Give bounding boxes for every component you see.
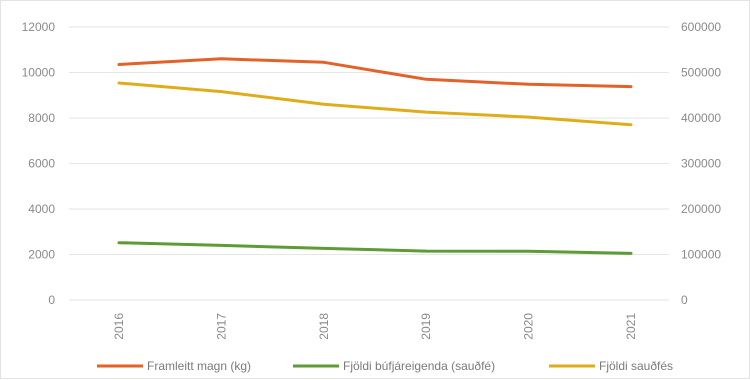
legend-label: Framleitt magn (kg) <box>147 359 251 373</box>
x-tick-label: 2016 <box>112 313 126 340</box>
series-line-3 <box>117 81 633 127</box>
x-tick-label: 2020 <box>522 313 536 340</box>
left-y-tick-label: 0 <box>48 293 55 307</box>
left-y-tick-label: 8000 <box>28 111 55 125</box>
right-y-axis-labels: 0 100000 200000 300000 400000 500000 600000 <box>681 20 721 307</box>
left-y-tick-label: 10000 <box>22 66 56 80</box>
right-y-tick-label: 100000 <box>681 248 721 262</box>
gridlines <box>69 26 669 301</box>
legend-label: Fjöldi búfjáreigenda (sauðfé) <box>343 359 495 373</box>
legend-label: Fjöldi sauðfés <box>599 359 673 373</box>
x-tick-label: 2021 <box>624 313 638 340</box>
right-y-tick-label: 200000 <box>681 202 721 216</box>
x-tick-label: 2019 <box>419 313 433 340</box>
legend: Framleitt magn (kg) Fjöldi búfjáreigenda … <box>97 359 673 373</box>
series-line-1 <box>117 57 633 89</box>
left-y-tick-label: 2000 <box>28 248 55 262</box>
x-tick-label: 2018 <box>317 313 331 340</box>
series-lines <box>117 57 633 255</box>
x-axis-labels: 2016 2017 2018 2019 2020 2021 <box>112 313 638 340</box>
left-y-axis-labels: 0 2000 4000 6000 8000 10000 12000 <box>22 20 56 307</box>
right-y-tick-label: 600000 <box>681 20 721 34</box>
x-tick-label: 2017 <box>214 313 228 340</box>
right-y-tick-label: 0 <box>681 293 688 307</box>
series-line-2 <box>117 241 633 255</box>
left-y-tick-label: 4000 <box>28 202 55 216</box>
left-y-tick-label: 6000 <box>28 157 55 171</box>
left-y-tick-label: 12000 <box>22 20 56 34</box>
right-y-tick-label: 300000 <box>681 157 721 171</box>
right-y-tick-label: 400000 <box>681 111 721 125</box>
right-y-tick-label: 500000 <box>681 66 721 80</box>
